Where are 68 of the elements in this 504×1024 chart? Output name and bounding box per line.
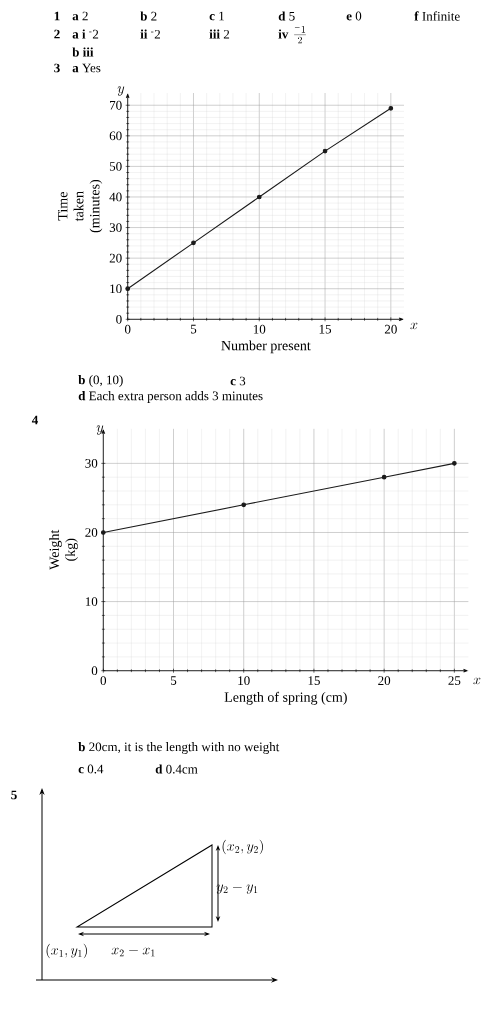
text: ii $^{-}$2	[140, 29, 160, 39]
text: $y$	[96, 425, 104, 435]
text: c 3	[230, 376, 246, 386]
text: $y$	[117, 86, 125, 96]
y-tick-label: 50	[109, 162, 122, 171]
y-tick-label: 0	[116, 314, 122, 324]
text: c 1	[209, 11, 224, 21]
y-tick-label: 10	[85, 597, 98, 606]
point	[125, 286, 131, 292]
text: $(x_{2},y_{2})$	[222, 839, 263, 855]
point	[388, 105, 394, 111]
point	[256, 194, 262, 200]
text: d 5	[278, 11, 295, 21]
text: c 0.4	[78, 764, 104, 774]
point	[452, 461, 457, 466]
y-tick-label: 40	[109, 192, 122, 202]
y-tick-label: 70	[110, 100, 122, 110]
text: 2	[54, 29, 60, 39]
text: iv	[278, 29, 289, 39]
x-tick-label: 25	[448, 676, 461, 685]
text: $x$	[410, 322, 418, 330]
x-tick-label: 20	[384, 324, 397, 334]
y-tick-label: 20	[85, 528, 98, 537]
x-axis-title: Number present	[221, 340, 311, 354]
text: a 2	[72, 11, 88, 21]
text: 3	[54, 63, 60, 73]
text: a i $^{-}$2	[72, 29, 99, 39]
x-tick-label: 15	[308, 676, 320, 685]
x-tick-label: 10	[238, 676, 250, 686]
y-tick-label: 0	[91, 666, 98, 676]
point	[381, 474, 387, 480]
text: e 0	[346, 11, 362, 21]
x-axis-title: Length of spring (cm)	[224, 691, 347, 705]
x-tick-label: 15	[319, 324, 332, 334]
text: 5	[11, 790, 17, 800]
y-tick-label: 30	[85, 458, 98, 468]
y-tick-label: 20	[109, 253, 122, 263]
x-tick-label: 0	[124, 324, 131, 334]
text: a Yes	[72, 63, 101, 73]
text: b 2	[140, 11, 157, 21]
x-tick-label: 5	[171, 676, 177, 685]
text: iii 2	[209, 29, 230, 39]
y-tick-label: 60	[109, 131, 122, 141]
text: $x_{2}-x_{1}$	[111, 947, 155, 957]
y-axis-title: Time taken (minutes)	[58, 179, 103, 233]
x-tick-label: 5	[190, 324, 197, 334]
point	[241, 502, 247, 508]
text: $(x_{1},y_{1})$	[46, 943, 87, 959]
text: $y_{2}-y_{1}$	[216, 884, 258, 894]
x-tick-label: 0	[100, 676, 107, 686]
y-axis-title: Weight (kg)	[49, 529, 78, 570]
x-tick-label: 20	[378, 676, 391, 686]
text: b (0, 10)	[78, 375, 123, 387]
text: d Each extra person adds 3 minutes	[78, 391, 263, 403]
text: d 0.4cm	[155, 764, 198, 774]
text: $x$	[473, 677, 481, 685]
y-tick-label: 30	[109, 223, 122, 232]
text: b 20cm, it is the length with no weight	[78, 742, 280, 754]
point	[100, 530, 106, 535]
text: f Infinite	[414, 11, 460, 21]
y-tick-label: 10	[110, 284, 122, 294]
text: b iii	[72, 47, 94, 57]
x-tick-label: 10	[253, 324, 266, 334]
point	[322, 148, 328, 154]
point	[191, 240, 196, 246]
text: 4	[31, 415, 39, 425]
text: 1	[54, 11, 60, 21]
text: $\frac{^{-}1}{2}$	[294, 26, 306, 44]
